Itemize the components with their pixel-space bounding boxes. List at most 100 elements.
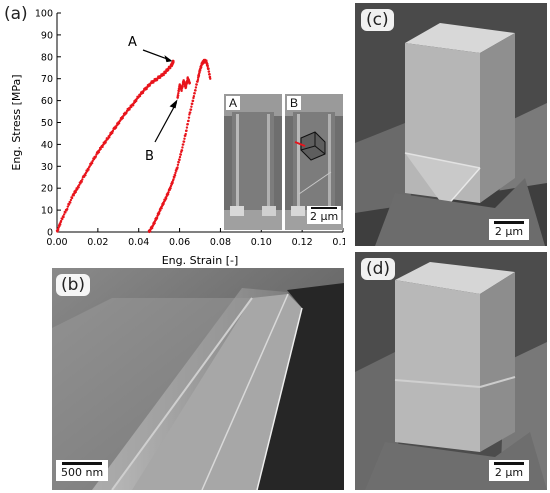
data-point xyxy=(176,94,180,97)
inset-label-b: B xyxy=(287,96,302,110)
data-point xyxy=(145,87,148,91)
x-axis-label: Eng. Strain [-] xyxy=(162,254,239,267)
data-point xyxy=(176,163,180,166)
data-point xyxy=(198,71,201,74)
y-tick-label: 90 xyxy=(41,30,53,41)
data-point xyxy=(130,105,133,109)
data-point xyxy=(209,77,212,80)
data-point xyxy=(128,108,131,111)
x-tick-label: 0.00 xyxy=(46,237,67,248)
data-point xyxy=(117,122,121,125)
data-point xyxy=(206,62,209,66)
data-point xyxy=(111,129,115,133)
x-tick-label: 0.14 xyxy=(332,237,345,248)
data-point xyxy=(142,89,145,93)
x-tick-label: 0.02 xyxy=(87,237,108,248)
data-point xyxy=(178,158,181,162)
data-point xyxy=(207,70,211,73)
data-point xyxy=(84,173,87,177)
inset-scale-bar: 2 μm xyxy=(307,206,342,224)
data-point xyxy=(185,129,188,132)
data-point xyxy=(181,146,184,149)
data-point xyxy=(178,155,182,159)
data-point xyxy=(176,166,179,169)
panel-b-scale-bar: 500 nm xyxy=(56,460,109,481)
data-point xyxy=(190,105,193,108)
data-point xyxy=(197,74,201,77)
data-point xyxy=(183,80,186,83)
x-tick-label: 0.08 xyxy=(210,237,231,248)
data-point xyxy=(104,141,107,144)
data-point xyxy=(57,228,60,232)
data-point xyxy=(69,201,72,204)
data-series xyxy=(147,58,212,234)
data-point xyxy=(99,147,102,151)
data-point xyxy=(186,122,189,126)
data-point xyxy=(172,59,175,63)
arrow-a-head xyxy=(164,55,173,63)
data-series xyxy=(55,59,175,233)
data-point xyxy=(162,202,165,206)
data-point xyxy=(200,65,203,69)
data-point xyxy=(153,221,156,225)
data-point xyxy=(138,94,142,98)
data-point xyxy=(182,143,185,146)
arrow-b-head xyxy=(169,99,178,109)
data-point xyxy=(176,96,179,99)
inset-label-a: A xyxy=(226,96,241,110)
data-point xyxy=(194,86,198,89)
stress-strain-chart: 0.00 0.02 0.04 0.06 0.08 0.10 0.12 0.14 0 10 20 30 4… xyxy=(10,9,345,268)
data-point xyxy=(175,169,178,173)
data-point xyxy=(81,178,84,181)
data-point xyxy=(121,116,124,120)
data-point xyxy=(72,194,75,197)
panel-d-micrograph: (d) 2 μm xyxy=(355,252,547,490)
data-point xyxy=(150,226,154,230)
data-point xyxy=(177,161,180,164)
data-point xyxy=(67,203,71,206)
data-point xyxy=(167,190,170,194)
data-point xyxy=(114,126,118,129)
data-point xyxy=(74,190,77,194)
data-point xyxy=(166,193,170,196)
data-point xyxy=(183,137,186,140)
panel-d-label: (d) xyxy=(361,258,396,280)
data-point xyxy=(148,84,151,87)
data-point xyxy=(111,131,114,135)
data-point xyxy=(94,155,98,158)
data-point xyxy=(206,64,209,68)
annotation-b: B xyxy=(145,149,154,164)
data-point xyxy=(159,209,162,212)
panel-d-scale-bar: 2 μm xyxy=(489,460,529,481)
data-point xyxy=(185,126,189,129)
data-point xyxy=(191,102,194,106)
data-point xyxy=(193,92,196,95)
data-point xyxy=(194,89,197,92)
data-point xyxy=(182,140,186,143)
data-point xyxy=(188,111,192,114)
panel-a-label: (a) xyxy=(4,4,28,24)
data-point xyxy=(187,116,191,119)
arrow-b xyxy=(154,102,178,143)
data-point xyxy=(184,132,187,136)
data-point xyxy=(62,215,65,219)
data-point xyxy=(171,181,174,185)
data-point xyxy=(101,145,104,149)
data-point xyxy=(192,95,196,98)
crystal-orientation-sketch xyxy=(300,131,326,161)
annotation-a: A xyxy=(128,35,137,50)
data-point xyxy=(70,196,74,200)
y-tick-label: 20 xyxy=(41,184,53,195)
data-point xyxy=(177,91,180,95)
y-tick-label: 40 xyxy=(41,140,53,151)
data-point xyxy=(188,113,191,116)
data-point xyxy=(173,174,177,177)
data-point xyxy=(191,99,195,103)
data-point xyxy=(205,59,208,62)
data-point xyxy=(207,67,210,70)
data-point xyxy=(148,230,152,233)
y-axis-label: Eng. Stress [MPa] xyxy=(10,74,23,170)
data-point xyxy=(97,150,101,154)
data-point xyxy=(208,73,211,76)
panel-c-micrograph: (c) 2 μm xyxy=(355,3,547,246)
